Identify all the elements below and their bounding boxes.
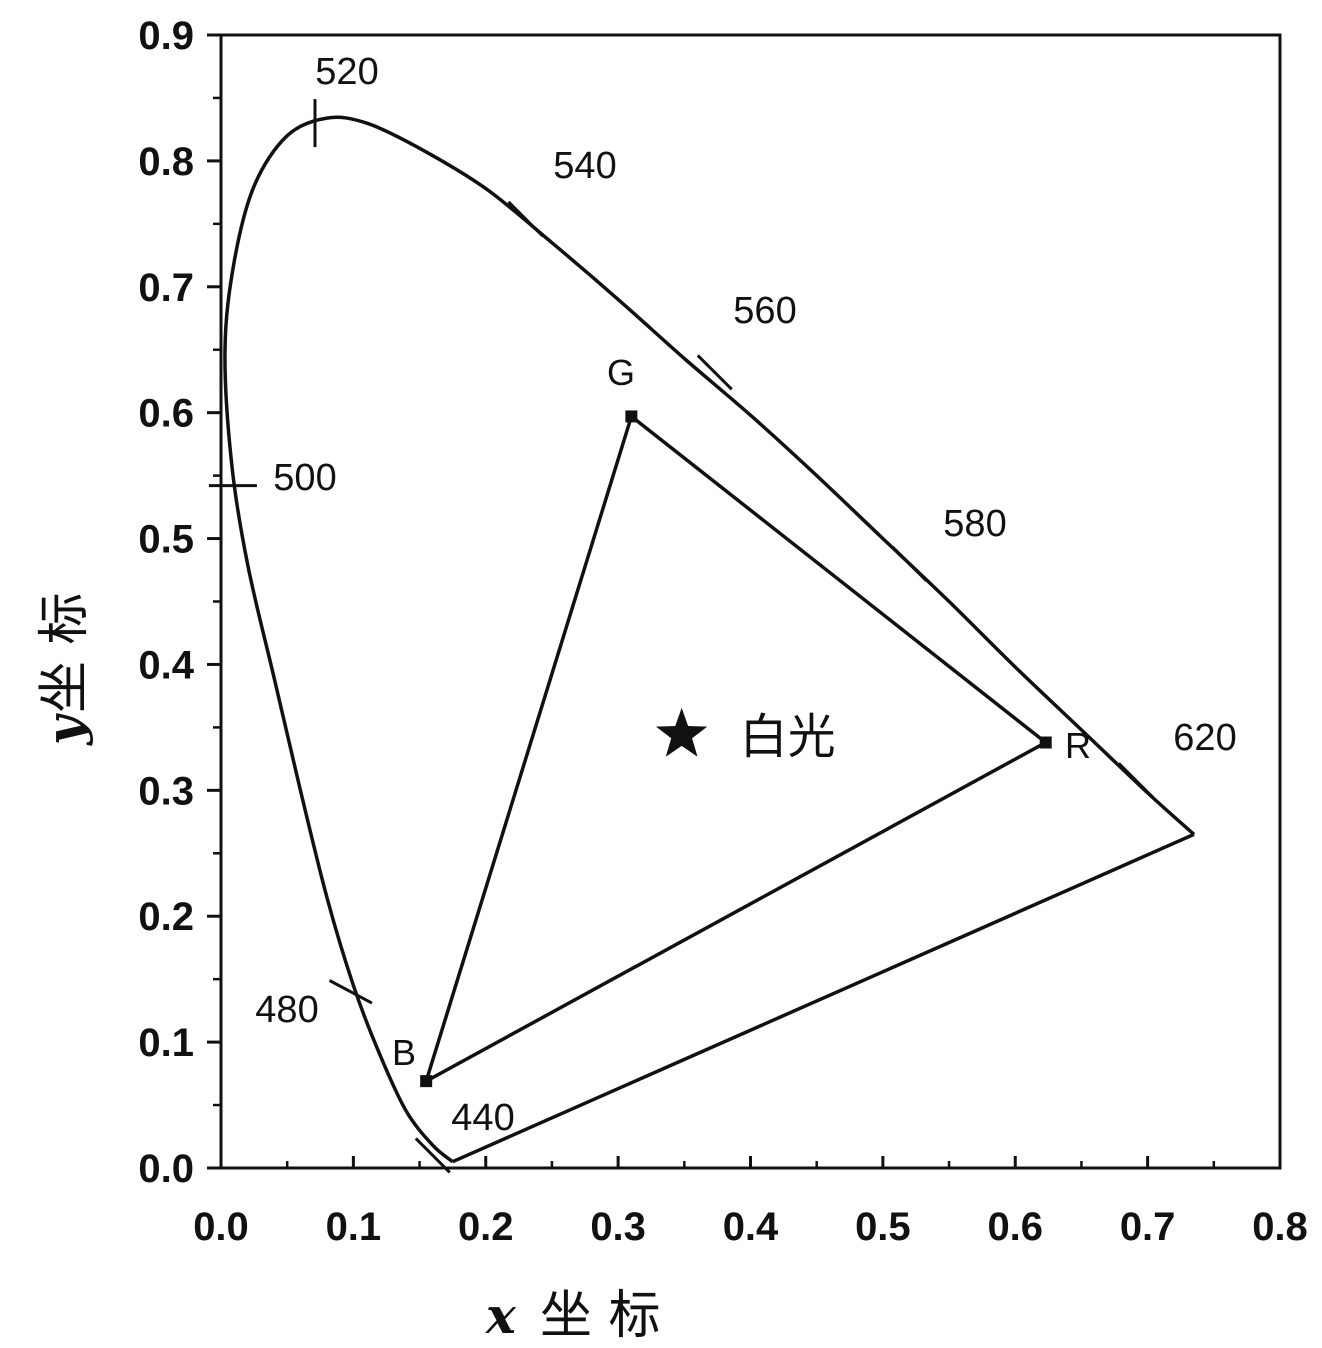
gamut-vertex-label: B — [392, 1032, 416, 1073]
y-tick-label: 0.1 — [138, 1021, 194, 1065]
spectral-locus-curve — [223, 115, 1196, 1164]
purple-line — [451, 832, 1195, 1164]
x-tick-label: 0.5 — [855, 1205, 911, 1249]
wavelength-tick — [891, 545, 928, 582]
gamut-vertex-G — [625, 410, 638, 423]
x-tick-label: 0.8 — [1252, 1205, 1308, 1249]
white-point-label: 白光 — [740, 709, 836, 765]
y-tick-label: 0.2 — [138, 895, 194, 939]
wavelength-marks: 520 540 560 580 620 500 480 440 — [208, 51, 1237, 1174]
y-tick-label: 0.6 — [138, 392, 194, 436]
x-axis-title: x 坐 标 — [485, 1286, 661, 1346]
gamut-vertex-B — [420, 1075, 433, 1088]
wavelength-tick — [696, 354, 733, 391]
wavelength-label: 580 — [943, 503, 1006, 545]
y-axis-title: y 坐 标 — [35, 592, 95, 746]
wavelength-tick — [507, 200, 544, 237]
x-tick-label: 0.6 — [987, 1205, 1043, 1249]
x-tick-label: 0.4 — [723, 1205, 779, 1249]
wavelength-label: 540 — [553, 145, 616, 187]
axis-ticks — [207, 33, 1282, 1170]
wavelength-tick — [1117, 762, 1154, 799]
wavelength-tick — [414, 1137, 451, 1174]
y-tick-label: 0.5 — [138, 518, 194, 562]
gamut-vertices: R G B — [392, 352, 1091, 1088]
wavelength-label: 520 — [315, 51, 378, 93]
y-tick-label: 0.0 — [138, 1147, 194, 1191]
x-tick-label: 0.7 — [1120, 1205, 1176, 1249]
y-tick-label: 0.9 — [138, 14, 194, 58]
white-point: 白光 — [656, 707, 836, 765]
white-point-star-marker — [656, 707, 708, 757]
rgb-gamut-triangle — [423, 413, 1049, 1085]
x-axis-title-letter: x — [485, 1286, 517, 1345]
x-tick-label: 0.1 — [326, 1205, 382, 1249]
wavelength-label: 500 — [273, 457, 336, 499]
wavelength-label: 620 — [1173, 717, 1236, 759]
y-tick-label: 0.8 — [138, 140, 194, 184]
wavelength-label: 560 — [733, 290, 796, 332]
wavelength-label: 480 — [255, 989, 318, 1031]
plot-frame — [219, 33, 1282, 1170]
axis-tick-labels: 0.0 0.1 0.2 0.3 0.4 0.5 0.6 0.7 0.8 0.0 0.1 0.2 0.3 0… — [138, 14, 1307, 1249]
wavelength-tick — [328, 979, 373, 1005]
gamut-vertex-R — [1039, 736, 1052, 749]
x-tick-label: 0.0 — [193, 1205, 249, 1249]
gamut-vertex-label: R — [1065, 725, 1091, 766]
y-tick-label: 0.3 — [138, 769, 194, 813]
wavelength-label: 440 — [451, 1097, 514, 1139]
y-tick-label: 0.7 — [138, 266, 194, 310]
y-axis-title-text: 坐 标 — [35, 592, 95, 713]
y-axis-title-letter: y — [35, 713, 94, 746]
x-tick-label: 0.3 — [590, 1205, 646, 1249]
gamut-vertex-label: G — [607, 352, 635, 393]
x-axis-title-text: 坐 标 — [540, 1286, 661, 1346]
x-tick-label: 0.2 — [458, 1205, 514, 1249]
y-tick-label: 0.4 — [138, 643, 194, 687]
